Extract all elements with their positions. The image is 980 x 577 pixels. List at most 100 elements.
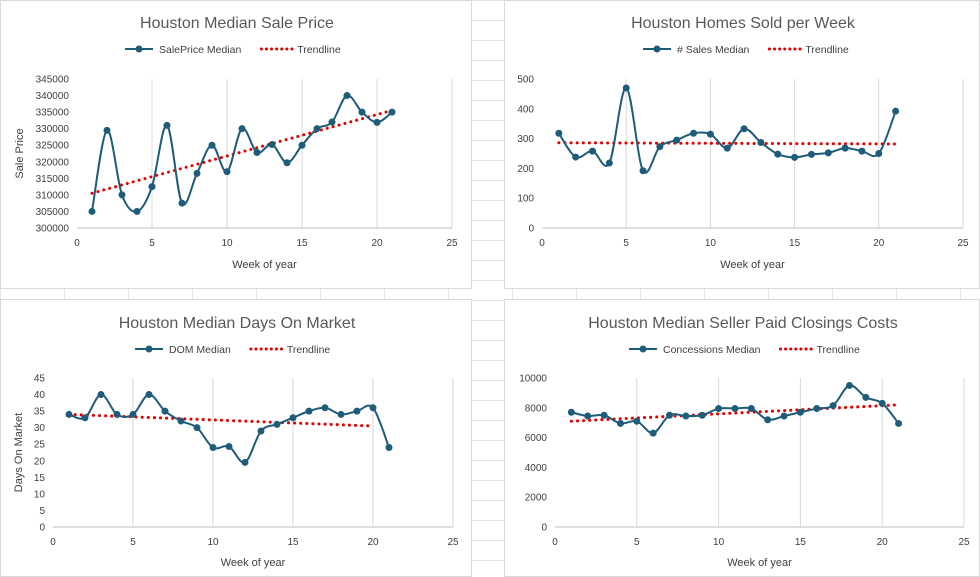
x-tick-label: 5 (623, 238, 629, 249)
data-point (268, 141, 276, 149)
y-tick-label: 300000 (36, 224, 70, 235)
data-point (875, 150, 883, 157)
data-point (273, 420, 281, 428)
data-point (209, 444, 217, 452)
data-point (690, 129, 698, 137)
data-point (163, 121, 171, 129)
y-tick-label: 345000 (36, 75, 70, 86)
data-point (177, 417, 185, 425)
data-point (129, 410, 137, 418)
data-point (305, 407, 313, 415)
x-axis-title: Week of year (720, 259, 785, 271)
data-point (289, 414, 297, 422)
data-point (567, 408, 575, 416)
trendline (569, 403, 901, 423)
y-tick-label: 20 (34, 456, 46, 467)
x-tick-label: 20 (877, 537, 889, 548)
data-point (796, 408, 804, 416)
data-point (337, 410, 345, 418)
legend-swatch-marker (653, 45, 661, 53)
data-point (253, 149, 261, 157)
data-point (343, 92, 351, 100)
y-tick-label: 300 (517, 134, 534, 145)
legend-swatch-marker (639, 345, 647, 353)
data-point (65, 410, 73, 418)
trendline (67, 412, 375, 428)
y-tick-label: 335000 (36, 108, 70, 119)
data-point (682, 412, 690, 420)
x-tick-label: 5 (130, 537, 136, 548)
data-point (113, 410, 121, 418)
chart-title: Houston Homes Sold per Week (631, 15, 856, 32)
legend-label: SalePrice Median (159, 44, 241, 56)
y-tick-label: 10000 (519, 374, 547, 385)
y-tick-label: 200 (517, 164, 534, 175)
data-point (747, 405, 755, 413)
y-tick-label: 35 (34, 407, 46, 418)
chart-title: Houston Median Sale Price (140, 15, 334, 32)
x-tick-label: 25 (446, 238, 458, 249)
chart-svg: Houston Median Seller Paid Closings Cost… (519, 315, 970, 569)
data-point (813, 405, 821, 413)
data-point (862, 393, 870, 401)
chart-title: Houston Median Days On Market (119, 315, 356, 332)
x-tick-label: 0 (50, 537, 56, 548)
x-axis-title: Week of year (727, 557, 792, 569)
data-point (656, 143, 664, 151)
data-point (666, 411, 674, 419)
data-point (673, 136, 681, 144)
data-point (238, 125, 246, 133)
x-tick-label: 20 (873, 238, 885, 249)
data-point (148, 183, 156, 191)
y-tick-label: 6000 (525, 433, 548, 444)
x-tick-label: 0 (74, 238, 80, 249)
data-point (385, 444, 393, 452)
y-tick-label: 0 (528, 224, 534, 235)
data-point (313, 125, 321, 133)
trendline (90, 108, 394, 195)
data-point (118, 191, 126, 199)
series-line (91, 94, 393, 213)
y-tick-label: 0 (541, 523, 547, 534)
x-tick-label: 15 (795, 537, 807, 548)
y-tick-label: 305000 (36, 207, 70, 218)
data-point (298, 141, 306, 149)
chart-svg: Houston Homes Sold per Week # Sales Media… (517, 15, 969, 271)
legend-label: Trendline (816, 344, 860, 356)
x-tick-label: 0 (552, 537, 558, 548)
data-point (639, 167, 647, 175)
data-point (780, 412, 788, 420)
x-tick-label: 10 (221, 238, 233, 249)
homes-sold-chart: Houston Homes Sold per Week # Sales Media… (504, 0, 980, 289)
y-tick-label: 320000 (36, 157, 70, 168)
legend-label: # Sales Median (677, 44, 750, 56)
data-point (241, 458, 249, 466)
trendline (557, 141, 898, 146)
y-tick-label: 310000 (36, 190, 70, 201)
x-tick-label: 10 (713, 537, 725, 548)
data-point (388, 108, 396, 116)
sale-price-chart: Houston Median Sale Price SalePrice Media… (0, 0, 472, 289)
chart-svg: Houston Median Sale Price SalePrice Media… (14, 15, 458, 271)
y-tick-label: 45 (34, 374, 46, 385)
x-tick-label: 15 (789, 238, 801, 249)
data-point (193, 169, 201, 177)
data-point (88, 207, 96, 215)
legend-label: Concessions Median (663, 344, 761, 356)
closing-costs-chart: Houston Median Seller Paid Closings Cost… (504, 299, 980, 577)
x-tick-label: 5 (634, 537, 640, 548)
y-tick-label: 100 (517, 194, 534, 205)
data-point (133, 207, 141, 215)
y-tick-label: 40 (34, 390, 46, 401)
data-point (858, 147, 866, 155)
data-point (81, 414, 89, 422)
days-on-market-chart: Houston Median Days On Market DOM Median T… (0, 299, 472, 577)
data-point (589, 147, 597, 155)
data-point (97, 391, 105, 399)
y-tick-label: 15 (34, 473, 46, 484)
data-point (605, 159, 613, 167)
data-point (723, 144, 731, 152)
y-tick-label: 8000 (525, 403, 548, 414)
y-axis-title: Days On Market (13, 413, 25, 492)
data-point (807, 150, 815, 158)
